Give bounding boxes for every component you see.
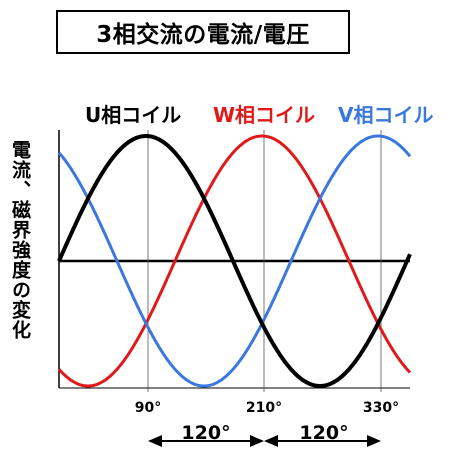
y-axis-label: 電流、磁界強度の変化 (9, 140, 31, 340)
span-arrow-1 (148, 435, 264, 447)
wave-u-phase (57, 134, 412, 388)
span-arrow-2 (264, 435, 381, 447)
legend-u: U相コイル (85, 103, 181, 127)
legend-w: W相コイル (213, 103, 315, 127)
tick-90: 90° (135, 400, 161, 416)
tick-330: 330° (363, 400, 399, 416)
span-label-1: 120° (181, 422, 230, 444)
tick-210: 210° (246, 400, 282, 416)
wave-v-phase (57, 134, 412, 388)
legend-v: V相コイル (338, 103, 433, 127)
wave-w-phase (57, 134, 412, 388)
diagram-title: 3相交流の電流/電圧 (56, 10, 350, 54)
span-label-2: 120° (299, 422, 348, 444)
